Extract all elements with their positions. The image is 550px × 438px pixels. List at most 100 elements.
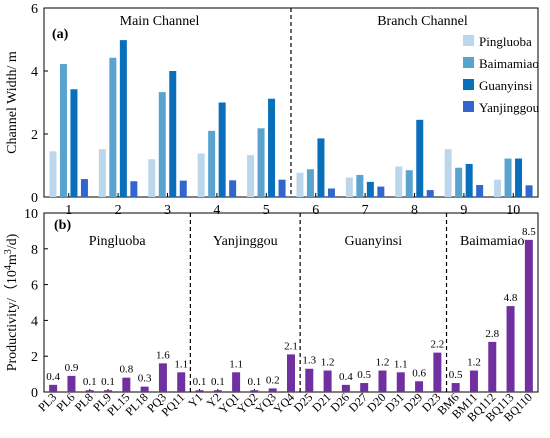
legend-swatch xyxy=(463,57,474,68)
bar xyxy=(395,166,403,197)
y-axis-label: Productivity/（104m3/d) xyxy=(3,233,20,371)
group-label: Main Channel xyxy=(120,14,200,29)
bar xyxy=(158,363,167,392)
bar xyxy=(433,352,442,392)
bar xyxy=(59,64,67,197)
data-label: 0.9 xyxy=(65,362,79,374)
group-label: Yanjinggou xyxy=(213,234,278,249)
bar xyxy=(130,181,138,197)
y-axis-label-part: m xyxy=(5,254,20,265)
legend-label: Pingluoba xyxy=(479,34,532,49)
legend-label: Baimamiao xyxy=(479,56,539,71)
x-tick-label: 8 xyxy=(411,203,418,218)
y-axis-label-part: Productivity/（10 xyxy=(4,270,20,371)
data-label: 0.5 xyxy=(449,369,463,381)
bar xyxy=(49,384,58,392)
legend-swatch xyxy=(463,101,474,112)
bar xyxy=(208,130,216,197)
bar xyxy=(426,190,434,197)
bar xyxy=(465,163,473,197)
data-label: 1.3 xyxy=(302,355,316,367)
group-label: Guanyinsi xyxy=(345,234,403,249)
data-label: 0.4 xyxy=(46,371,60,383)
data-label: 0.1 xyxy=(83,376,97,388)
bar xyxy=(488,341,497,392)
y-tick-label: 2 xyxy=(31,350,38,365)
bar xyxy=(451,383,460,392)
x-tick-label: 1 xyxy=(65,203,72,218)
bar xyxy=(140,386,149,392)
bar xyxy=(104,390,113,392)
bar xyxy=(377,186,385,197)
bar xyxy=(305,368,314,392)
y-axis-label-part: /d) xyxy=(5,233,20,249)
y-tick-label: 8 xyxy=(31,243,38,258)
bar xyxy=(378,370,387,392)
data-label: 0.1 xyxy=(101,376,115,388)
bar xyxy=(268,388,277,392)
bar xyxy=(296,172,304,197)
bar xyxy=(247,155,255,197)
bar xyxy=(70,89,78,197)
x-tick-label: 5 xyxy=(263,203,270,218)
panel-label: (a) xyxy=(52,27,69,42)
group-label: Baimamiao xyxy=(460,234,525,249)
data-label: 0.3 xyxy=(138,373,152,385)
bar xyxy=(268,98,276,197)
bar xyxy=(169,71,177,197)
data-label: 1.2 xyxy=(321,357,335,369)
data-label: 1.1 xyxy=(394,358,408,370)
bar xyxy=(341,384,350,392)
data-label: 8.5 xyxy=(522,226,536,238)
bar xyxy=(306,169,314,197)
bar xyxy=(469,370,478,392)
bar xyxy=(85,390,94,392)
x-tick-label: 2 xyxy=(115,203,122,218)
data-label: 1.2 xyxy=(467,357,481,369)
x-tick-label: 3 xyxy=(164,203,171,218)
legend-label: Yanjinggou xyxy=(479,100,540,115)
bar xyxy=(327,188,335,197)
bar xyxy=(287,354,295,392)
bar xyxy=(416,119,424,197)
bar xyxy=(455,167,463,197)
data-label: 2.2 xyxy=(430,339,444,351)
y-tick-label: 10 xyxy=(24,207,38,222)
y-tick-label: 0 xyxy=(31,191,38,206)
bar xyxy=(524,239,533,392)
bar xyxy=(356,174,364,197)
bar xyxy=(98,149,106,197)
y-axis-label-superscript: 3 xyxy=(3,249,14,254)
bar xyxy=(250,390,259,392)
bar xyxy=(197,153,205,197)
bar xyxy=(195,390,204,392)
bar xyxy=(213,390,222,392)
group-label: Pingluoba xyxy=(89,234,147,249)
panel-label: (b) xyxy=(54,218,71,233)
bar xyxy=(229,180,237,197)
bar xyxy=(444,149,452,197)
bar xyxy=(232,372,241,392)
y-tick-label: 6 xyxy=(31,279,38,294)
data-label: 0.1 xyxy=(193,376,207,388)
data-label: 1.1 xyxy=(229,358,243,370)
bar xyxy=(177,372,186,392)
bar xyxy=(494,179,502,197)
bar xyxy=(80,179,88,197)
x-tick-label: 9 xyxy=(460,203,467,218)
legend-swatch xyxy=(463,79,474,90)
y-axis-label-superscript: 4 xyxy=(3,265,14,270)
y-tick-label: 4 xyxy=(31,65,38,80)
data-label: 0.6 xyxy=(412,367,426,379)
bar xyxy=(525,185,533,197)
data-label: 1.6 xyxy=(156,349,170,361)
data-label: 2.1 xyxy=(284,340,298,352)
panel-a-channel-width-chart: 0 2 4 6 1 2 3 4 5 6 7 8 9 10 Main Channel Branch Channe… xyxy=(5,2,540,218)
y-tick-label: 6 xyxy=(31,2,38,17)
bar xyxy=(317,138,325,197)
bar xyxy=(360,383,369,392)
bar xyxy=(396,372,405,392)
bar xyxy=(119,40,127,197)
bar xyxy=(122,377,131,392)
bar xyxy=(179,180,187,197)
